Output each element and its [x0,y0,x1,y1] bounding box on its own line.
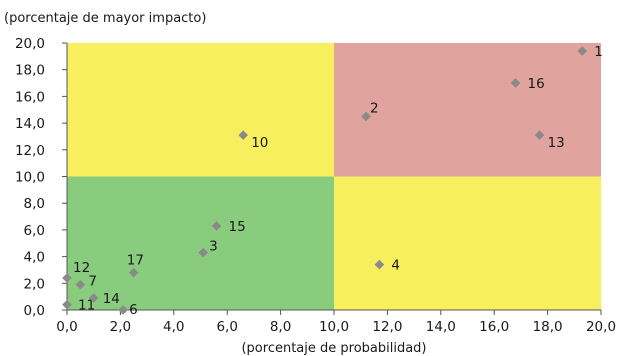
point-marker-16 [510,78,521,88]
point-label-16: 16 [528,76,545,92]
y-tick-label: 0,0 [24,303,45,319]
point-marker-6 [118,305,128,315]
y-tick-label: 20,0 [15,36,45,52]
y-tick-label: 18,0 [15,63,45,79]
x-tick-label: 10,0 [319,319,349,335]
point-marker-12 [62,273,72,283]
point-marker-2 [361,111,371,122]
y-tick-label: 14,0 [15,116,45,132]
quadrant-low-prob-low-impact [67,176,334,310]
quadrant-high-prob-high-impact [334,43,601,177]
axes [62,42,602,315]
point-label-13: 13 [548,135,565,151]
point-marker-17 [128,267,139,278]
point-label-6: 6 [129,302,138,318]
point-marker-14 [88,293,99,303]
y-tick-label: 12,0 [15,143,45,159]
x-tick-label: 18,0 [533,319,563,335]
x-tick-label: 4,0 [163,319,184,335]
point-label-12: 12 [73,260,90,276]
point-marker-10 [238,130,249,140]
x-tick-label: 6,0 [216,319,237,335]
y-tick-label: 16,0 [15,89,45,105]
point-label-10: 10 [251,135,268,151]
point-label-1: 1 [594,44,603,60]
point-label-7: 7 [88,274,97,290]
point-label-4: 4 [391,258,400,274]
x-tick-label: 8,0 [270,319,291,335]
point-label-17: 17 [127,253,144,269]
y-tick-label: 2,0 [24,276,45,292]
point-marker-11 [62,299,72,310]
x-tick-label: 0,0 [56,319,77,335]
y-tick-label: 10,0 [15,170,45,186]
tick-labels: 0,0 2,0 4,0 6,0 8,0 10,0 12,0 14,0 16,0 18,0 20,00… [15,36,616,335]
point-marker-7 [75,279,86,290]
x-tick-label: 12,0 [372,319,402,335]
point-marker-13 [534,130,545,140]
y-axis-title: (porcentaje de mayor impacto) [4,11,206,26]
x-tick-label: 14,0 [426,319,456,335]
point-marker-15 [211,221,222,231]
quadrant-high-prob-low-impact [334,176,601,310]
x-tick-label: 16,0 [479,319,509,335]
point-label-11: 11 [78,298,95,314]
x-tick-label: 2,0 [110,319,131,335]
x-axis-title: (porcentaje de probabilidad) [241,341,426,356]
quadrant-low-prob-high-impact [67,43,334,177]
point-label-2: 2 [370,100,379,116]
point-label-3: 3 [209,239,218,255]
point-marker-3 [198,247,208,258]
y-tick-label: 6,0 [24,223,45,239]
point-marker-4 [374,259,385,270]
point-label-14: 14 [103,291,120,307]
y-tick-label: 8,0 [24,196,45,212]
point-marker-1 [577,46,588,56]
x-tick-label: 20,0 [586,319,616,335]
y-tick-label: 4,0 [24,250,45,266]
point-label-15: 15 [229,219,246,235]
quadrant-backgrounds [67,43,601,310]
